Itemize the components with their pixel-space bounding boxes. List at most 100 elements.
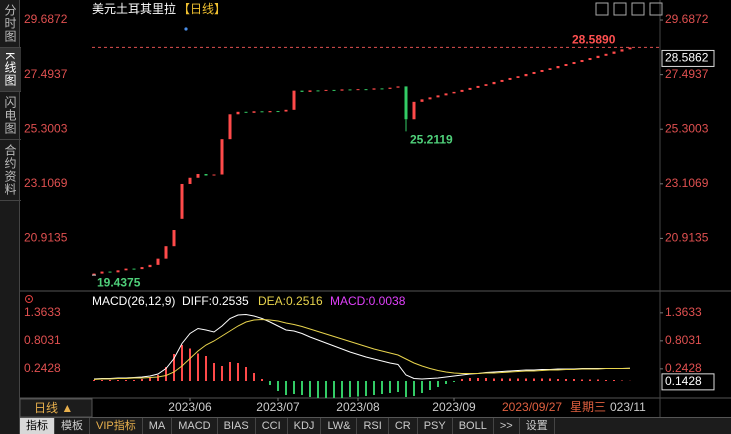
candle — [196, 174, 200, 178]
y-tick-label-right: 27.4937 — [665, 67, 709, 81]
candle — [228, 114, 232, 140]
macd-bar — [533, 378, 535, 381]
candle — [180, 183, 184, 219]
macd-bar — [493, 378, 495, 381]
candle — [388, 87, 392, 89]
macd-bar — [509, 378, 511, 381]
macd-bar — [373, 381, 375, 395]
period-tag: 【日线】 — [178, 2, 226, 16]
sidebar-tab[interactable]: 合约资料 — [0, 140, 21, 202]
period-box[interactable] — [19, 398, 93, 417]
y-tick-label: 23.1069 — [24, 176, 68, 190]
candle — [276, 111, 280, 113]
icon[interactable] — [649, 2, 663, 16]
y-tick-label-right: 23.1069 — [665, 176, 709, 190]
candle — [220, 139, 224, 175]
toolbar-tab[interactable]: 模板 — [55, 418, 90, 434]
y-tick-label: 27.4937 — [24, 67, 68, 81]
macd-bar — [501, 378, 503, 381]
candle — [524, 73, 528, 77]
y-tick-label-right: 29.6872 — [665, 12, 709, 26]
toolbar-tab[interactable]: BIAS — [218, 418, 256, 434]
y-tick-label: 0.8031 — [24, 333, 61, 347]
toolbar-tab[interactable]: CCI — [256, 418, 288, 434]
candle — [476, 85, 480, 88]
toolbar-tab[interactable]: >> — [494, 418, 520, 434]
toolbar-tab[interactable]: LW& — [321, 418, 358, 434]
toolbar-tab[interactable]: BOLL — [453, 418, 494, 434]
toolbar-tab[interactable]: VIP指标 — [90, 418, 143, 434]
candle — [596, 55, 600, 59]
last-price-box — [661, 49, 715, 67]
toolbar-tab[interactable]: 设置 — [520, 418, 555, 434]
sidebar-tab[interactable]: K线图 — [0, 48, 21, 93]
macd-bar — [349, 381, 351, 397]
candle — [492, 81, 496, 85]
candle — [324, 89, 328, 91]
legend-entry: MACD:0.0038 — [330, 294, 406, 308]
macd-bar — [477, 378, 479, 381]
toolbar-tab[interactable]: KDJ — [288, 418, 322, 434]
icon[interactable] — [631, 2, 645, 16]
y-tick-label-right: 1.3633 — [665, 305, 702, 319]
macd-bar — [165, 367, 167, 381]
candle — [428, 97, 432, 100]
macd-bar — [365, 381, 367, 396]
toolbar-tab[interactable]: RSI — [357, 418, 389, 434]
candle — [604, 53, 608, 56]
candle — [140, 267, 144, 270]
toolbar-tab[interactable]: 指标 — [20, 418, 55, 434]
chart-title: 美元土耳其里拉 — [92, 1, 176, 16]
macd-bar — [173, 354, 175, 381]
toolbar-tab[interactable]: CR — [389, 418, 418, 434]
background — [20, 0, 731, 417]
candle — [420, 99, 424, 102]
sidebar-tab[interactable]: 闪电图 — [0, 92, 21, 141]
macd-line — [93, 313, 631, 380]
last-price-label: 28.5862 — [665, 51, 709, 65]
macd-bar — [557, 379, 559, 381]
macd-bar — [317, 381, 319, 398]
macd-bar — [517, 378, 519, 381]
cursor-value-label: 0.1428 — [665, 374, 702, 388]
macd-bar — [421, 381, 423, 393]
icon[interactable] — [613, 2, 627, 16]
macd-bar — [357, 381, 359, 397]
candle — [124, 268, 128, 271]
macd-bar — [397, 381, 399, 392]
macd-bar — [405, 381, 407, 397]
cursor-weekday: 星期三 — [570, 400, 606, 414]
macd-bar — [213, 363, 215, 381]
indicator-icon[interactable] — [25, 295, 33, 303]
y-tick-label-right: 0.2428 — [665, 361, 702, 375]
toolbar-tab[interactable]: MA — [143, 418, 173, 434]
period-button[interactable]: 日线 ▲ — [34, 401, 73, 415]
macd-bar — [301, 381, 303, 395]
candle — [284, 109, 288, 112]
candle — [164, 246, 168, 259]
candle — [148, 264, 152, 268]
candle — [316, 90, 320, 92]
macd-bar — [581, 379, 583, 381]
macd-legend-title: MACD(26,12,9) — [92, 294, 175, 308]
y-tick-label: 0.2428 — [24, 361, 61, 375]
x-tick-label: 2023/08 — [336, 400, 380, 414]
macd-bar — [197, 353, 199, 381]
sidebar-tab[interactable]: 分时图 — [0, 0, 21, 48]
macd-bar — [237, 363, 239, 381]
x-tick-label: 2023/06 — [168, 400, 212, 414]
toolbar-tab[interactable]: MACD — [172, 418, 218, 434]
macd-bar — [149, 378, 151, 381]
icon[interactable] — [595, 2, 609, 16]
macd-bar — [413, 381, 415, 396]
macd-bar — [93, 380, 95, 381]
macd-bar — [469, 378, 471, 381]
macd-bar — [565, 379, 567, 381]
macd-bar — [157, 375, 159, 381]
window-icons[interactable] — [595, 2, 663, 16]
legend-entry: DEA:0.2516 — [258, 294, 323, 308]
macd-bar — [381, 381, 383, 394]
toolbar-tab[interactable]: PSY — [418, 418, 453, 434]
candle — [468, 87, 472, 90]
candle — [356, 89, 360, 91]
